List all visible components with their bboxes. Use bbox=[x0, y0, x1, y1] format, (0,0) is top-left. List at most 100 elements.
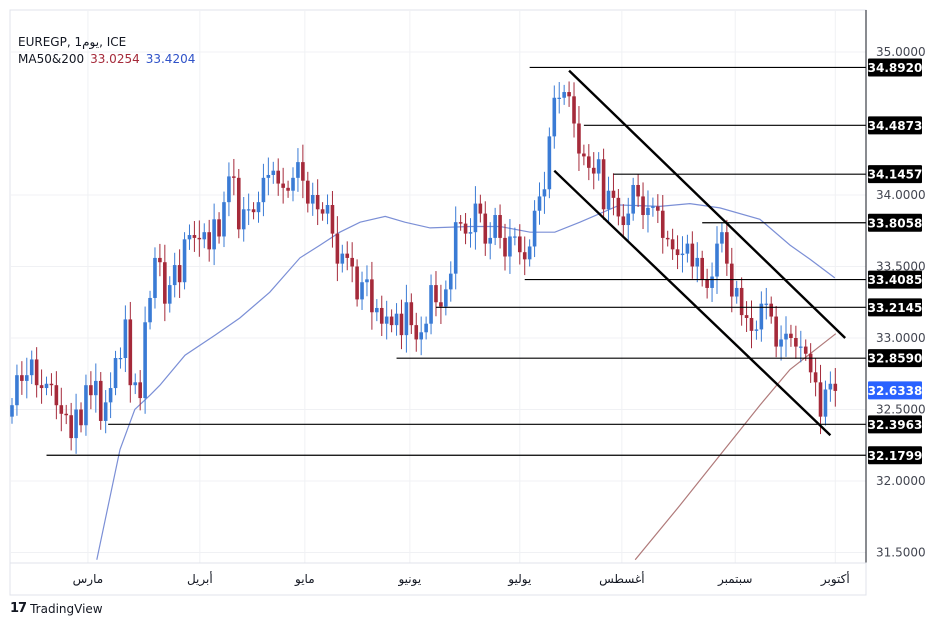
candle-body bbox=[799, 346, 803, 348]
candle bbox=[202, 223, 207, 249]
candle-body bbox=[232, 176, 236, 178]
ma-legend: MA50&200 33.0254 33.4204 bbox=[18, 51, 195, 68]
ma-label: MA50&200 bbox=[18, 52, 85, 66]
candle-body bbox=[458, 222, 463, 224]
candle-body bbox=[49, 383, 54, 386]
candle-body bbox=[429, 285, 433, 324]
level-price-label-text: 34.4873 bbox=[868, 119, 923, 133]
candle bbox=[463, 213, 468, 245]
candle bbox=[567, 81, 571, 107]
candle-body bbox=[660, 210, 665, 238]
candle bbox=[143, 306, 147, 414]
candle bbox=[281, 167, 285, 204]
candle bbox=[468, 218, 473, 248]
candle bbox=[44, 376, 49, 396]
candle-body bbox=[360, 282, 364, 300]
candle-body bbox=[246, 209, 251, 211]
candle-body bbox=[414, 325, 419, 340]
candle-body bbox=[310, 195, 315, 204]
candle-body bbox=[651, 206, 655, 208]
candle bbox=[483, 201, 488, 256]
candle-body bbox=[636, 184, 640, 197]
candle-body bbox=[217, 219, 221, 237]
candle bbox=[591, 152, 596, 190]
candle bbox=[246, 193, 251, 226]
candle bbox=[720, 223, 724, 253]
candle-body bbox=[665, 237, 670, 240]
candle bbox=[153, 247, 157, 309]
candle-body bbox=[680, 253, 685, 256]
candle bbox=[94, 363, 98, 413]
candle-body bbox=[572, 96, 576, 124]
time-tick-label: أغسطس bbox=[599, 571, 644, 587]
candle-body bbox=[508, 236, 512, 257]
level-price-label: 34.1457 bbox=[868, 165, 923, 184]
candle bbox=[212, 203, 216, 266]
level-price-label-text: 32.8590 bbox=[868, 352, 923, 366]
candle bbox=[389, 309, 394, 333]
candle-body bbox=[84, 385, 88, 426]
candle-body bbox=[325, 205, 330, 214]
candle bbox=[301, 144, 305, 199]
level-price-label-text: 34.1457 bbox=[868, 168, 923, 182]
candle-body bbox=[202, 232, 207, 240]
candle bbox=[325, 194, 330, 225]
candle-body bbox=[700, 257, 704, 280]
candle bbox=[493, 207, 497, 246]
candle-body bbox=[779, 339, 783, 347]
candle-body bbox=[473, 203, 478, 233]
tradingview-logo[interactable]: 17 TradingView bbox=[10, 601, 103, 616]
level-price-label-bg bbox=[868, 270, 922, 289]
candle bbox=[350, 242, 354, 283]
candle-body bbox=[695, 257, 700, 267]
candle bbox=[74, 393, 78, 454]
candle bbox=[488, 222, 493, 260]
candle-body bbox=[710, 276, 714, 288]
candle bbox=[291, 167, 295, 202]
candle bbox=[330, 190, 335, 248]
candle bbox=[739, 277, 744, 326]
candle-body bbox=[29, 359, 34, 376]
candle-body bbox=[138, 382, 142, 399]
candle-body bbox=[478, 203, 483, 214]
candle bbox=[379, 295, 384, 336]
candle bbox=[315, 179, 320, 226]
symbol-title: EUREGP, 1يوم, ICE bbox=[18, 35, 127, 49]
candle-body bbox=[641, 196, 645, 216]
candle bbox=[808, 343, 813, 383]
plot-area bbox=[9, 9, 867, 564]
candle bbox=[532, 200, 537, 258]
last-price-label-text: 32.6338 bbox=[868, 384, 923, 398]
candle-body bbox=[769, 303, 774, 317]
candle-body bbox=[463, 223, 468, 234]
level-price-label: 34.4873 bbox=[868, 116, 923, 135]
candle bbox=[49, 373, 54, 396]
candle bbox=[779, 325, 783, 361]
candle bbox=[508, 219, 512, 274]
candle bbox=[39, 369, 44, 404]
candle bbox=[172, 252, 177, 298]
candle-body bbox=[355, 266, 359, 300]
level-price-label: 32.3963 bbox=[868, 415, 922, 434]
level-price-label-text: 33.2145 bbox=[868, 301, 923, 315]
price-tick-label: 33.0000 bbox=[876, 331, 926, 345]
candle-body bbox=[439, 302, 443, 307]
candle bbox=[769, 296, 774, 324]
candle-body bbox=[754, 329, 759, 331]
level-price-label-bg bbox=[868, 116, 922, 135]
candle bbox=[547, 127, 552, 199]
candle-body bbox=[522, 252, 527, 260]
candle-body bbox=[818, 382, 823, 417]
candle-body bbox=[330, 205, 335, 234]
candle bbox=[444, 280, 448, 316]
candle-body bbox=[685, 243, 690, 254]
candle bbox=[631, 177, 635, 221]
candle bbox=[241, 197, 246, 242]
candle bbox=[473, 186, 478, 250]
candle-body bbox=[44, 383, 49, 389]
candle bbox=[399, 299, 404, 350]
candle bbox=[513, 227, 517, 246]
level-price-label-bg bbox=[868, 58, 922, 77]
candle-body bbox=[236, 177, 241, 230]
